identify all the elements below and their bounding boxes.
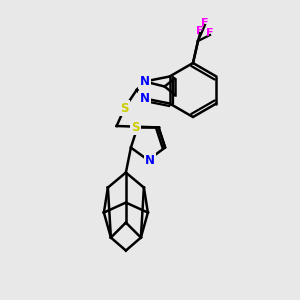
Text: N: N	[145, 154, 155, 166]
Text: F: F	[196, 26, 204, 36]
Text: S: S	[131, 121, 140, 134]
Text: F: F	[206, 28, 214, 38]
Text: F: F	[201, 18, 209, 28]
Text: S: S	[120, 101, 129, 115]
Text: N: N	[140, 75, 150, 88]
Text: N: N	[140, 92, 150, 105]
